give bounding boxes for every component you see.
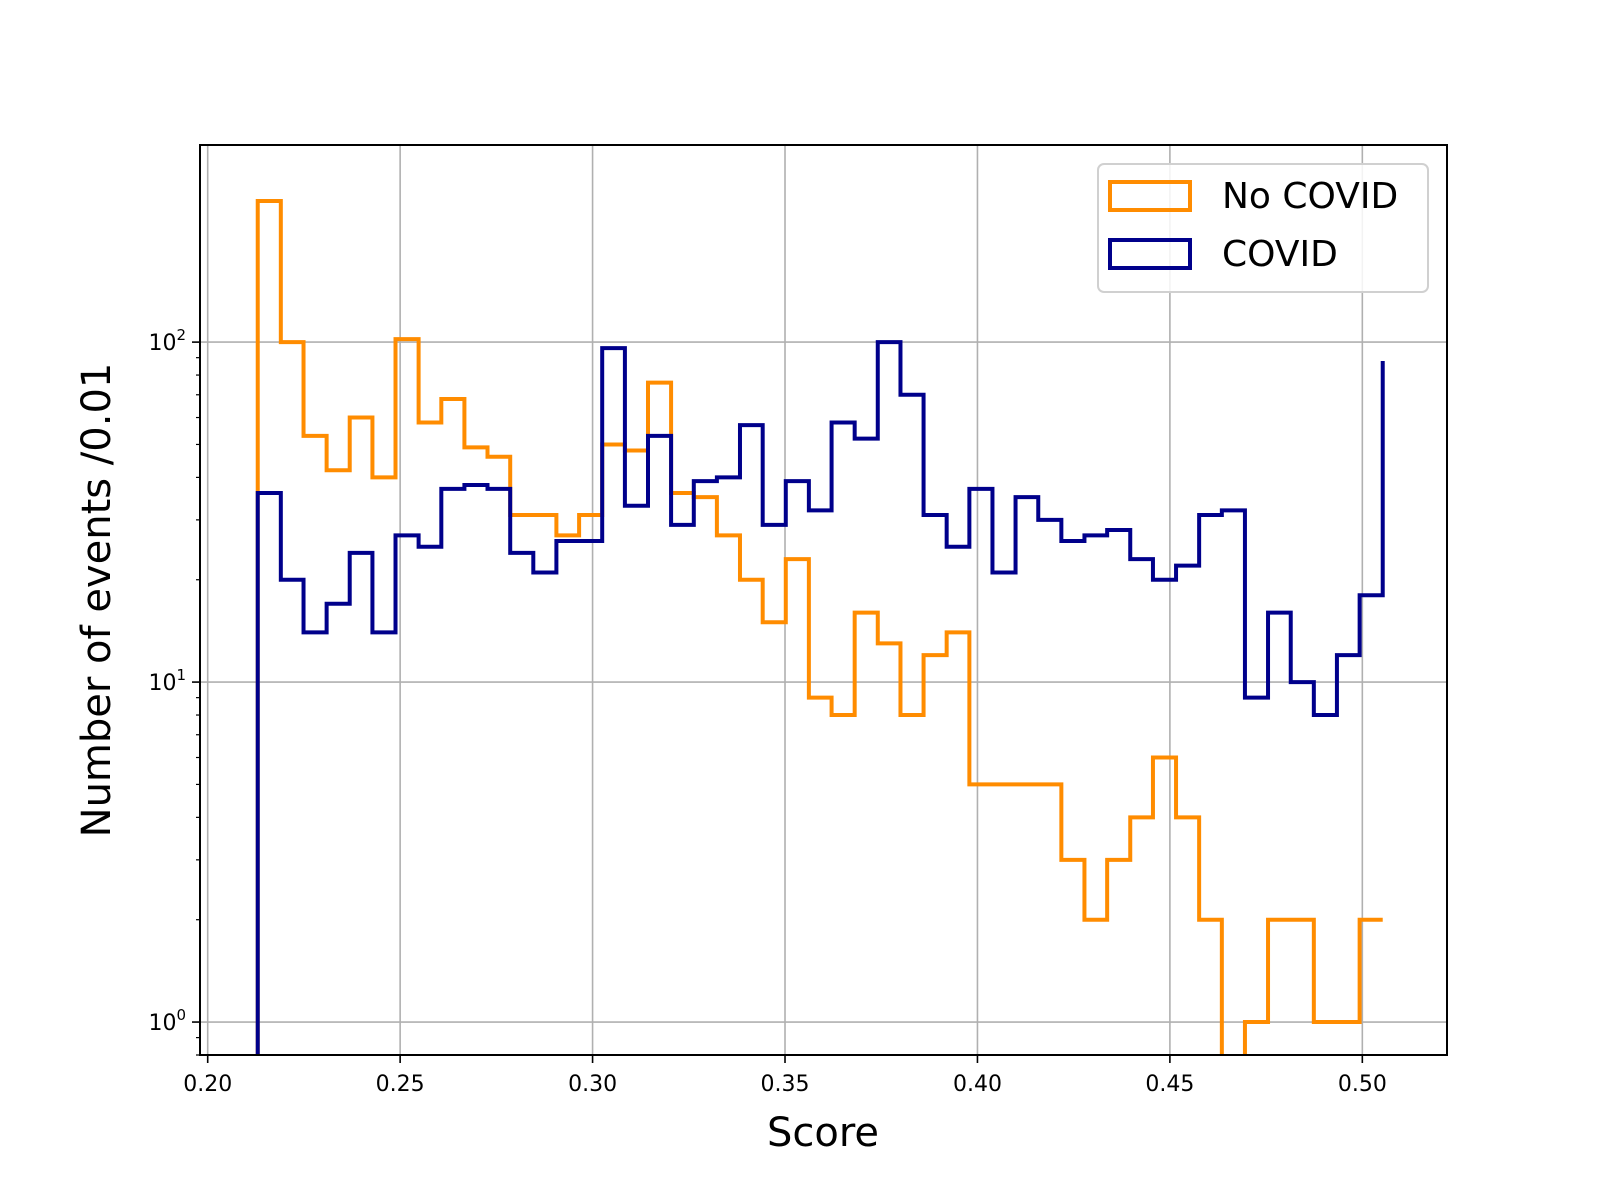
series-layer [255, 199, 1385, 1055]
y-tick-label: 102 [148, 326, 186, 356]
series-covid [255, 340, 1385, 1055]
ticks-layer: 0.20 0.25 0.30 0.35 0.40 0.45 0.50 100 101 102 [148, 326, 1386, 1097]
x-axis-label: Score [767, 1110, 879, 1156]
legend-swatch-covid [1108, 238, 1192, 270]
series-no-covid [255, 199, 1383, 1055]
histogram-step-covid [255, 340, 1385, 1055]
legend: No COVID COVID [1097, 163, 1429, 293]
y-axis-label: Number of events /0.01 [74, 363, 120, 838]
x-tick-label: 0.50 [1338, 1072, 1387, 1097]
legend-label-covid: COVID [1222, 234, 1338, 275]
x-tick-label: 0.35 [761, 1072, 810, 1097]
x-tick-label: 0.25 [376, 1072, 425, 1097]
x-tick-label: 0.40 [953, 1072, 1002, 1097]
histogram-step-no-covid [1242, 917, 1383, 1055]
plot-frame [199, 144, 1448, 1056]
y-tick-label: 101 [148, 666, 186, 696]
y-tick-label: 100 [148, 1006, 186, 1036]
x-tick-label: 0.30 [568, 1072, 617, 1097]
x-tick-label: 0.45 [1145, 1072, 1194, 1097]
x-tick-label: 0.20 [183, 1072, 232, 1097]
legend-box [1097, 163, 1429, 293]
grid-layer [200, 145, 1447, 1055]
histogram-step-no-covid [255, 199, 1224, 1055]
legend-swatch-no-covid [1108, 180, 1192, 212]
legend-label-no-covid: No COVID [1222, 176, 1398, 217]
